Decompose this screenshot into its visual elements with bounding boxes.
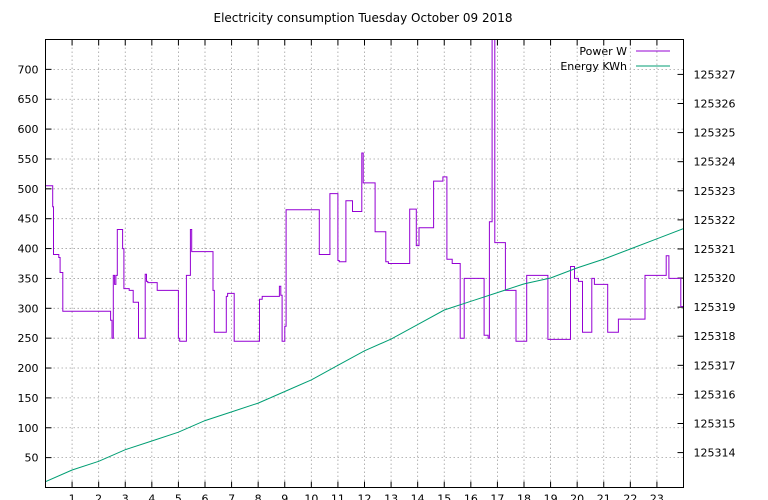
grid (45, 39, 684, 488)
x-tick-label: 13 (384, 493, 398, 500)
y2-tick-label: 125314 (694, 447, 736, 460)
y2-tick-label: 125323 (694, 185, 736, 198)
y2-tick-label: 125325 (694, 127, 736, 140)
y2-tick-label: 125326 (694, 98, 736, 111)
x-tick-label: 8 (255, 493, 262, 500)
y-tick-label: 500 (18, 183, 39, 196)
bottom-axis: 1 2 3 4 5 6 7 8 9 10 11 12 13 14 15 16 17 18 19 20 21 22 23 (69, 39, 664, 500)
y2-tick-label: 125321 (694, 243, 736, 256)
y-tick-label: 400 (18, 243, 39, 256)
y2-tick-label: 125322 (694, 214, 736, 227)
x-tick-label: 23 (650, 493, 664, 500)
plot-frame (45, 39, 684, 488)
legend-label: Power W (579, 45, 627, 58)
y2-tick-label: 125318 (694, 330, 736, 343)
x-tick-label: 20 (570, 493, 584, 500)
x-tick-label: 2 (95, 493, 102, 500)
y-tick-label: 600 (18, 123, 39, 136)
legend: Power W Energy KWh (560, 45, 670, 73)
plot-lines (45, 39, 684, 483)
x-tick-label: 18 (517, 493, 531, 500)
x-tick-label: 9 (281, 493, 288, 500)
chart-title: Electricity consumption Tuesday October … (213, 11, 512, 25)
x-tick-label: 10 (304, 493, 318, 500)
y2-tick-label: 125315 (694, 418, 736, 431)
x-tick-label: 21 (597, 493, 611, 500)
x-tick-label: 19 (544, 493, 558, 500)
y-tick-label: 300 (18, 302, 39, 315)
y-tick-label: 650 (18, 93, 39, 106)
y2-tick-label: 125324 (694, 156, 736, 169)
x-tick-label: 3 (122, 493, 129, 500)
x-tick-label: 6 (202, 493, 209, 500)
y2-tick-label: 125319 (694, 301, 736, 314)
y-tick-label: 450 (18, 213, 39, 226)
y-tick-label: 200 (18, 362, 39, 375)
x-tick-label: 12 (358, 493, 372, 500)
y-tick-label: 550 (18, 153, 39, 166)
x-tick-label: 16 (464, 493, 478, 500)
series-line-0 (45, 39, 684, 342)
y-tick-label: 50 (25, 452, 39, 465)
y2-tick-label: 125316 (694, 388, 736, 401)
x-tick-label: 11 (331, 493, 345, 500)
y-tick-label: 150 (18, 392, 39, 405)
y2-tick-label: 125317 (694, 359, 736, 372)
y-tick-label: 350 (18, 272, 39, 285)
y-tick-label: 250 (18, 332, 39, 345)
left-axis: 50 100 150 200 250 300 350 400 450 500 550 600 650 70… (18, 63, 52, 465)
x-tick-label: 22 (623, 493, 637, 500)
y2-tick-label: 125327 (694, 68, 736, 81)
legend-label: Energy KWh (560, 60, 627, 73)
x-tick-label: 14 (411, 493, 425, 500)
x-tick-label: 4 (148, 493, 155, 500)
x-tick-label: 17 (490, 493, 504, 500)
x-tick-label: 5 (175, 493, 182, 500)
right-axis: 125314 125315 125316 125317 125318 125319 1253… (677, 68, 736, 460)
x-tick-label: 15 (437, 493, 451, 500)
x-tick-label: 7 (228, 493, 235, 500)
series-line-1 (45, 228, 684, 483)
y-tick-label: 700 (18, 63, 39, 76)
y2-tick-label: 125320 (694, 272, 736, 285)
y-tick-label: 100 (18, 422, 39, 435)
x-tick-label: 1 (69, 493, 76, 500)
